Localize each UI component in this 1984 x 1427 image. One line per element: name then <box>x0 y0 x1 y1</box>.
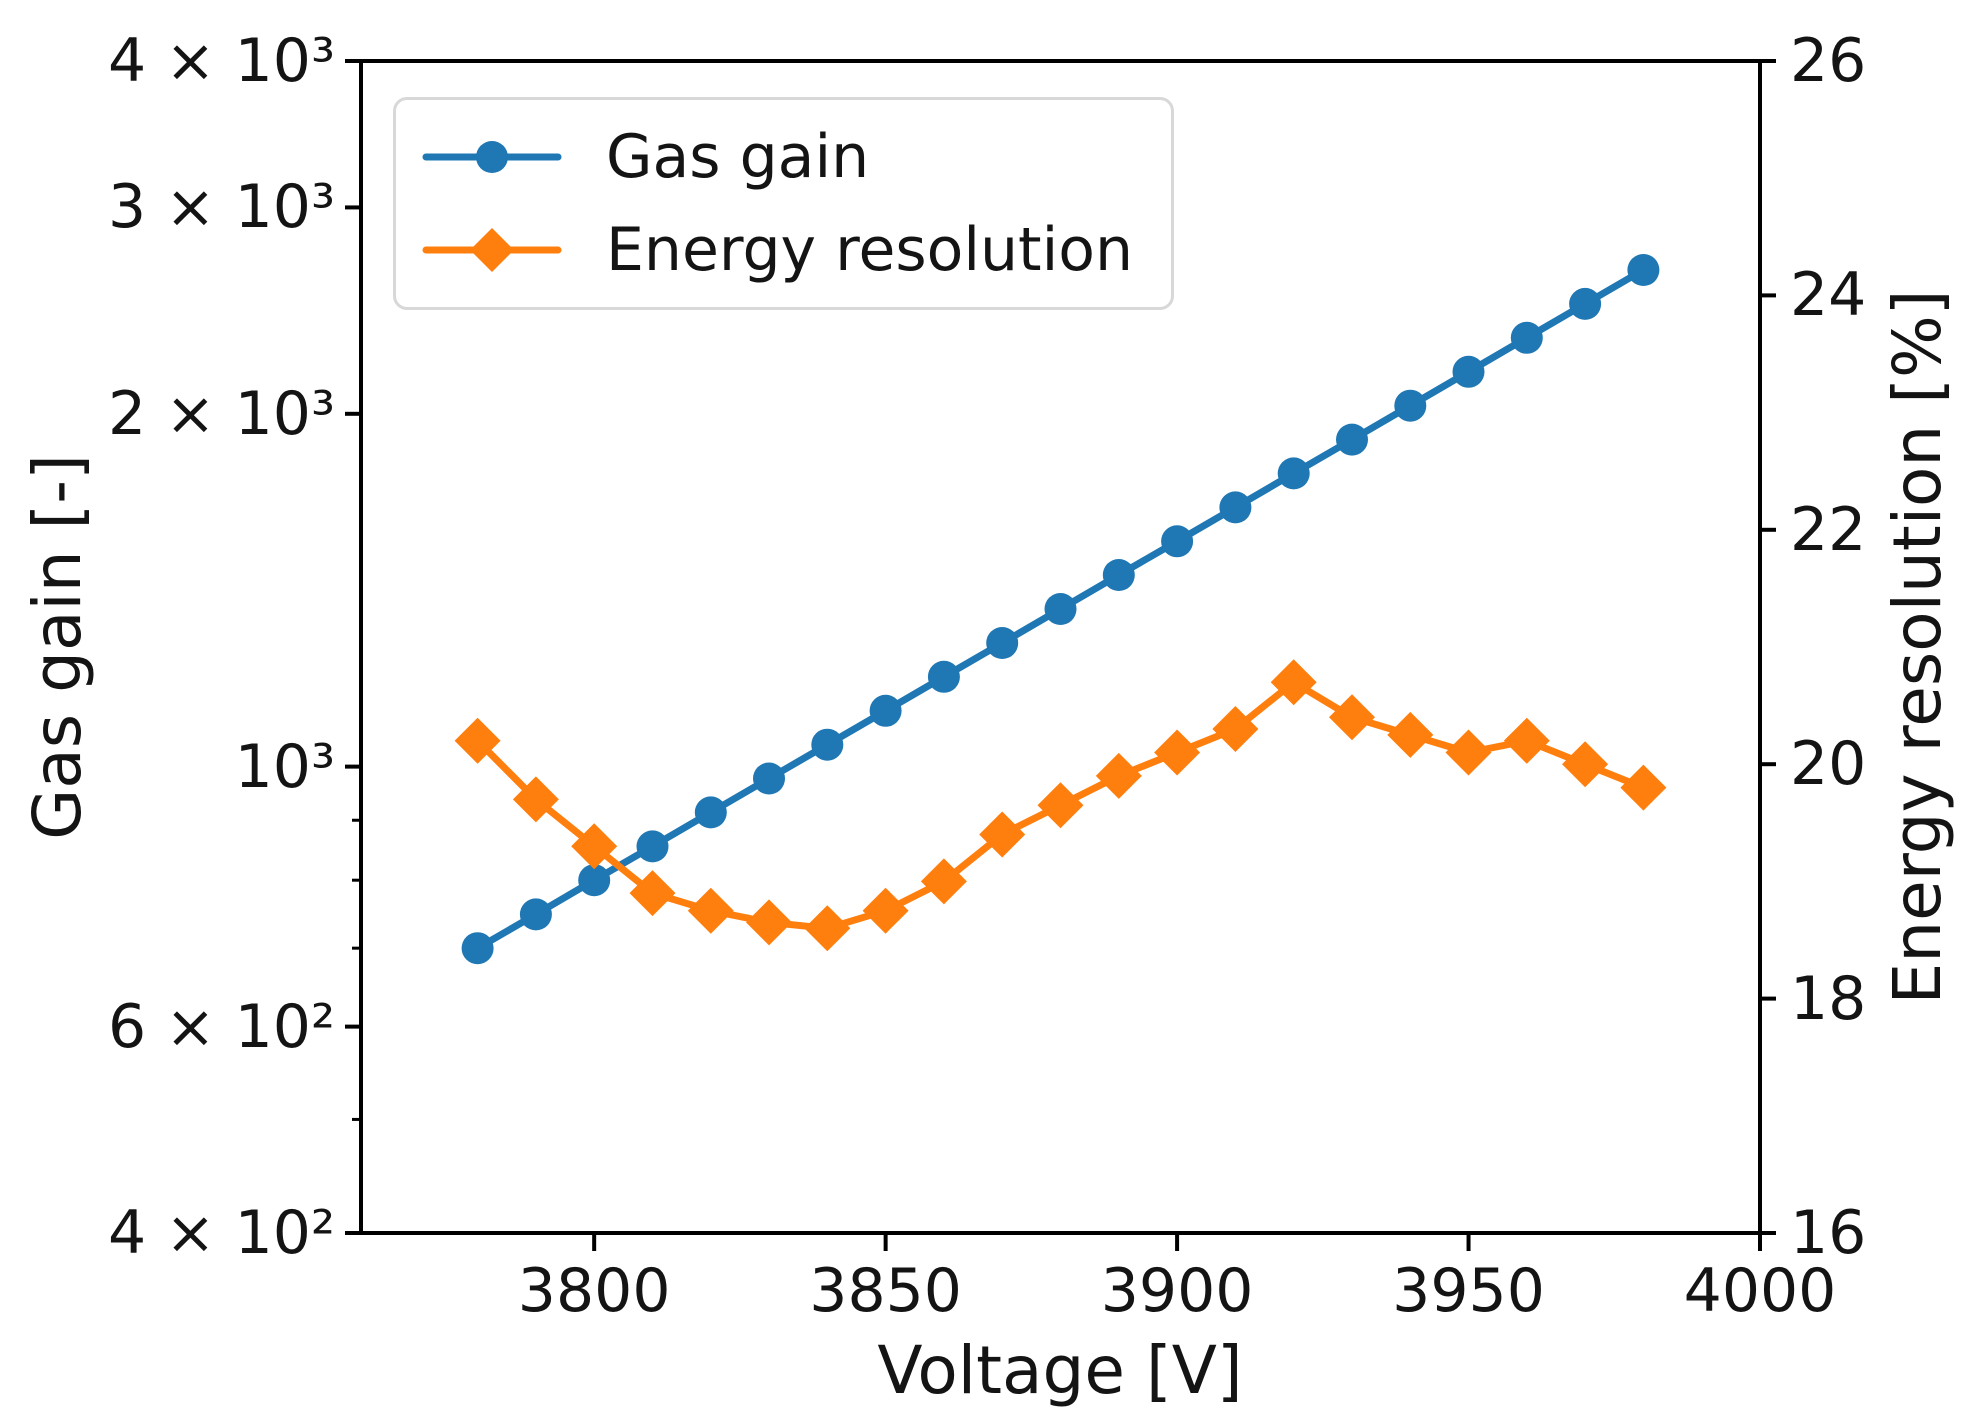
y-right-tick-label: 26 <box>1790 26 1867 96</box>
energy-resolution-marker <box>862 887 909 934</box>
gas-gain-marker <box>1277 457 1310 490</box>
energy-resolution-marker <box>571 823 618 870</box>
x-tick-label: 3850 <box>809 1256 962 1326</box>
energy-resolution-marker <box>1154 729 1201 776</box>
y-right-tick-label: 20 <box>1790 729 1867 800</box>
energy-resolution-marker <box>1620 764 1667 811</box>
energy-resolution-line-sample <box>422 228 562 273</box>
y-left-tick-label: 2 × 10³ <box>108 378 335 449</box>
gas-gain-marker <box>1336 423 1368 456</box>
x-axis-label: Voltage [V] <box>877 1332 1243 1409</box>
y-axis-label-left: Gas gain [-] <box>19 454 96 840</box>
energy-resolution-marker <box>1503 717 1550 764</box>
gas-gain-marker <box>1161 525 1194 558</box>
energy-resolution-marker <box>1562 741 1609 788</box>
energy-resolution-marker <box>687 887 734 934</box>
legend-item-gas-gain[interactable]: Gas gain <box>422 127 1145 187</box>
gas-gain-marker <box>1627 254 1660 286</box>
gas-gain-marker <box>694 796 727 829</box>
x-tick-label: 3900 <box>1100 1256 1254 1326</box>
legend-label-energy-resolution: Energy resolution <box>606 215 1133 286</box>
legend[interactable]: Gas gain Energy resolution <box>393 97 1174 310</box>
energy-resolution-marker <box>746 899 792 946</box>
y-left-tick-label: 3 × 10³ <box>108 172 335 243</box>
gas-gain-marker <box>1219 491 1252 524</box>
energy-resolution-marker <box>1445 729 1492 776</box>
gas-gain-marker <box>986 627 1019 659</box>
gas-gain-marker <box>753 762 785 795</box>
y-left-tick-label: 6 × 10² <box>108 991 335 1062</box>
energy-resolution-marker <box>512 776 559 823</box>
energy-resolution-marker <box>1095 752 1142 799</box>
energy-resolution-marker <box>1387 711 1434 758</box>
y-left-tick-label: 10³ <box>234 731 335 802</box>
gas-gain-marker <box>1044 593 1077 625</box>
gas-gain-marker <box>1394 389 1427 422</box>
x-tick-label: 4000 <box>1683 1256 1837 1326</box>
gas-gain-marker <box>461 932 494 965</box>
y-right-tick-label: 18 <box>1790 963 1867 1034</box>
energy-resolution-marker <box>1329 694 1375 741</box>
gas-gain-line-sample <box>422 140 562 173</box>
legend-label-gas-gain: Gas gain <box>606 121 870 192</box>
gas-gain-marker <box>927 660 960 693</box>
plot-spines <box>359 59 1762 1235</box>
x-tick-label: 3800 <box>517 1256 671 1326</box>
y-axis-label-right: Energy resolution [%] <box>1879 289 1956 1005</box>
y-right-tick-label: 16 <box>1790 1198 1867 1268</box>
gas-gain-marker <box>1510 321 1543 354</box>
gas-gain-marker <box>1452 355 1485 388</box>
gas-gain-marker <box>869 694 902 727</box>
gas-gain-marker <box>578 864 611 897</box>
gas-gain-marker <box>519 898 552 931</box>
y-right-tick-label: 22 <box>1790 494 1867 565</box>
energy-resolution-marker <box>920 858 967 905</box>
x-tick-label: 3950 <box>1392 1256 1545 1326</box>
gas-gain-marker <box>1102 559 1135 591</box>
y-left-tick-label: 4 × 10² <box>108 1198 335 1268</box>
y-right-tick-label: 24 <box>1790 260 1867 331</box>
energy-resolution-marker <box>1037 782 1084 829</box>
gas-gain-marker <box>1569 287 1602 320</box>
energy-resolution-marker <box>804 905 851 952</box>
energy-resolution-marker <box>1212 706 1259 752</box>
gas-gain-marker <box>811 728 844 761</box>
gas-gain-marker <box>636 830 669 863</box>
energy-resolution-marker <box>979 811 1026 858</box>
y-left-tick-label: 4 × 10³ <box>108 26 335 96</box>
energy-resolution-marker <box>629 870 676 917</box>
legend-item-energy-resolution[interactable]: Energy resolution <box>422 220 1145 280</box>
energy-resolution-marker <box>1270 659 1317 706</box>
energy-resolution-marker <box>454 717 501 764</box>
